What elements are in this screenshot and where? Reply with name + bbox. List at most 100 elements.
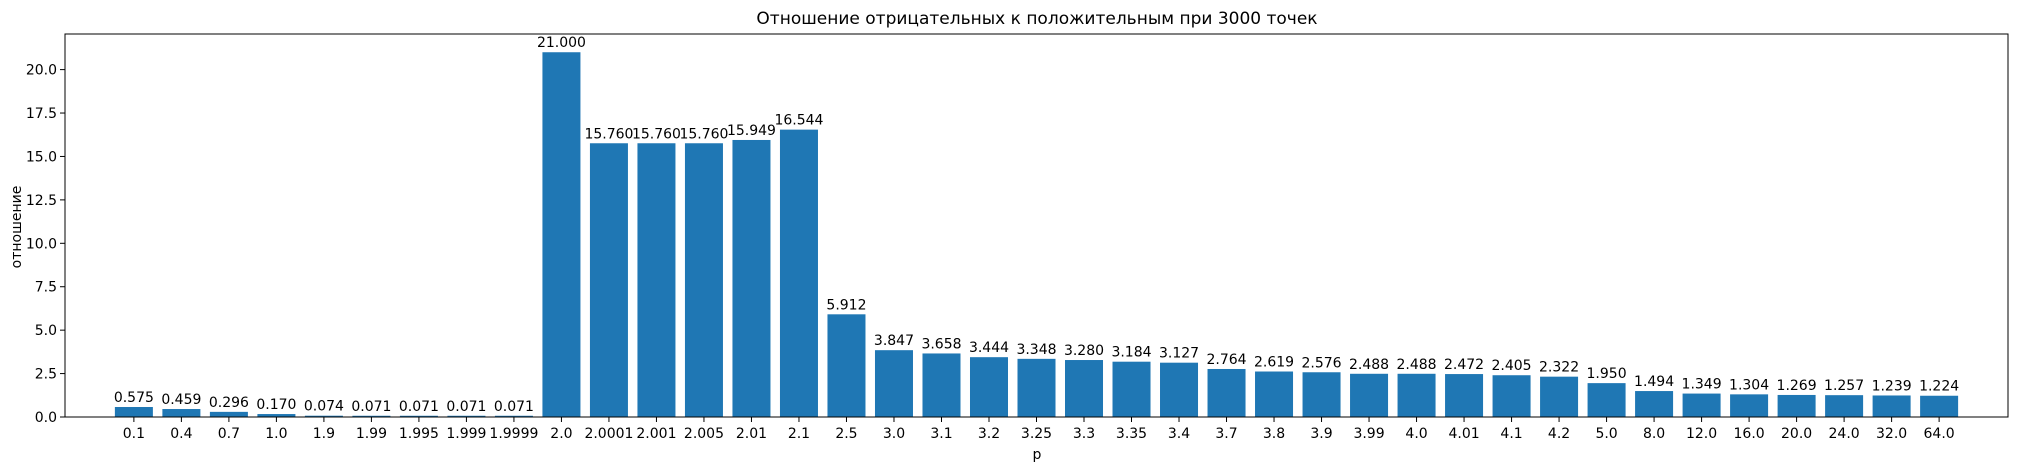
x-tick-label: 3.0	[883, 426, 905, 442]
bar-0.4	[162, 409, 201, 417]
data-label: 1.239	[1872, 378, 1912, 394]
bar-1.999	[447, 415, 486, 417]
x-tick-label: 24.0	[1829, 426, 1860, 442]
y-tick-label: 17.5	[26, 106, 57, 122]
x-tick-label: 4.01	[1448, 426, 1479, 442]
data-label: 3.658	[921, 336, 961, 352]
x-tick-label: 2.01	[736, 426, 767, 442]
x-tick-label: 16.0	[1734, 426, 1765, 442]
x-tick-label: 3.35	[1116, 426, 1147, 442]
bar-24.0	[1825, 395, 1864, 417]
bar-12.0	[1682, 393, 1721, 417]
bar-0.7	[209, 411, 248, 417]
bar-0.1	[114, 407, 153, 417]
bar-3.1	[922, 353, 961, 417]
data-label: 1.349	[1682, 377, 1722, 393]
x-tick-label: 32.0	[1876, 426, 1907, 442]
bar-4.2	[1540, 376, 1579, 417]
bar-8.0	[1635, 391, 1674, 417]
bar-3.2	[969, 357, 1008, 417]
x-tick-label: 1.0	[265, 426, 287, 442]
bar-32.0	[1872, 395, 1911, 417]
data-label: 3.444	[969, 340, 1009, 356]
data-label: 0.071	[351, 399, 391, 415]
data-label: 1.269	[1777, 378, 1817, 394]
x-tick-label: 2.5	[835, 426, 857, 442]
bar-2.0001	[589, 143, 628, 417]
bar-2.01	[732, 139, 771, 417]
x-tick-label: 4.1	[1500, 426, 1522, 442]
data-label: 2.619	[1254, 355, 1294, 371]
y-axis-title: отношение	[9, 186, 25, 269]
bars-group: 0.575 0.459 0.296 0.170 0.074 0.071 0.071 0.071…	[114, 35, 1959, 418]
data-label: 2.472	[1444, 357, 1484, 373]
x-tick-label: 0.4	[170, 426, 192, 442]
data-label: 15.949	[727, 123, 776, 139]
bar-3.25	[1017, 358, 1056, 417]
x-tick-label: 4.0	[1405, 426, 1427, 442]
data-label: 3.280	[1064, 343, 1104, 359]
bar-64.0	[1920, 395, 1959, 417]
bar-3.8	[1255, 371, 1294, 417]
data-label: 2.322	[1539, 360, 1579, 376]
bar-2.0	[542, 52, 581, 417]
data-label: 3.127	[1159, 346, 1199, 362]
data-label: 15.760	[632, 126, 681, 142]
x-tick-label: 3.99	[1353, 426, 1384, 442]
data-label: 2.488	[1349, 357, 1389, 373]
y-tick-label: 10.0	[26, 236, 57, 252]
x-tick-label: 5.0	[1595, 426, 1617, 442]
bar-3.35	[1112, 361, 1151, 417]
bar-3.3	[1065, 360, 1104, 417]
data-label: 1.950	[1587, 366, 1627, 382]
bar-3.0	[874, 350, 913, 417]
data-label: 2.488	[1397, 357, 1437, 373]
x-tick-label: 2.005	[684, 426, 724, 442]
bar-5.0	[1587, 383, 1626, 417]
data-label: 1.304	[1729, 377, 1769, 393]
y-tick-label: 20.0	[26, 63, 57, 79]
data-label: 1.224	[1919, 379, 1959, 395]
bar-1.9	[304, 415, 343, 417]
bar-4.0	[1397, 373, 1436, 417]
bar-1.9999	[494, 415, 533, 417]
x-tick-label: 2.0	[550, 426, 572, 442]
bar-3.4	[1160, 362, 1199, 417]
data-label: 0.575	[114, 390, 154, 406]
x-tick-label: 1.995	[399, 426, 439, 442]
x-tick-label: 3.9	[1310, 426, 1332, 442]
x-tick-label: 3.3	[1073, 426, 1095, 442]
x-tick-label: 3.8	[1263, 426, 1285, 442]
data-label: 5.912	[826, 297, 866, 313]
plot-frame	[64, 33, 2009, 418]
y-tick-label: 5.0	[35, 323, 57, 339]
data-label: 3.348	[1016, 342, 1056, 358]
bar-2.1	[779, 129, 818, 418]
x-tick-label: 0.1	[123, 426, 145, 442]
data-label: 3.847	[874, 333, 914, 349]
data-label: 3.184	[1111, 345, 1151, 361]
y-tick-label: 2.5	[35, 367, 57, 383]
x-tick-label: 2.001	[636, 426, 676, 442]
y-tick-label: 15.0	[26, 149, 57, 165]
bar-1.995	[399, 415, 438, 417]
bar-3.99	[1350, 373, 1389, 417]
x-tick-label: 3.2	[978, 426, 1000, 442]
y-tick-label: 7.5	[35, 280, 57, 296]
x-tick-label: 3.25	[1021, 426, 1052, 442]
x-tick-label: 2.0001	[584, 426, 633, 442]
bar-2.5	[827, 314, 866, 417]
data-label: 2.405	[1492, 358, 1532, 374]
y-tick-label: 0.0	[35, 410, 57, 426]
chart-title: Отношение отрицательных к положительным …	[756, 9, 1317, 29]
data-label: 2.576	[1301, 355, 1341, 371]
bar-1.0	[257, 414, 296, 417]
bar-2.005	[684, 143, 723, 417]
x-axis-title: p	[1033, 447, 1042, 463]
y-tick-label: 12.5	[26, 193, 57, 209]
data-label: 16.544	[774, 113, 823, 129]
data-label: 0.074	[304, 399, 344, 415]
data-label: 15.760	[679, 126, 728, 142]
y-ticks-group: 0.0 2.5 5.0 7.5 10.0 12.5 15.0 17.5 20.0	[26, 63, 65, 426]
bar-1.99	[352, 415, 391, 417]
